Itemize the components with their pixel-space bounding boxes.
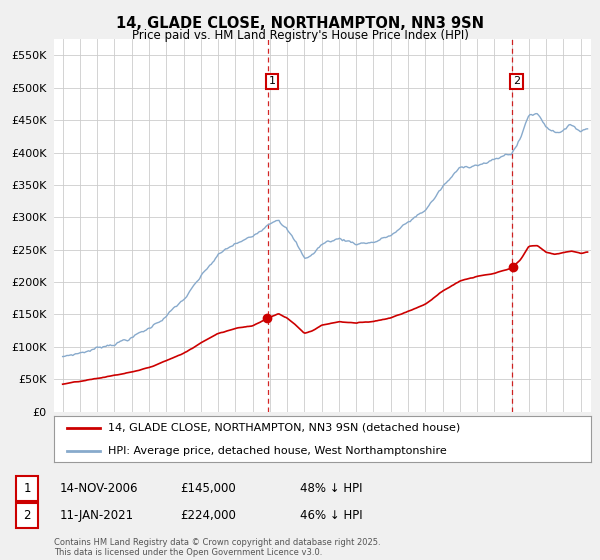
Text: Contains HM Land Registry data © Crown copyright and database right 2025.
This d: Contains HM Land Registry data © Crown c… — [54, 538, 380, 557]
Text: 2: 2 — [23, 508, 31, 522]
Text: Price paid vs. HM Land Registry's House Price Index (HPI): Price paid vs. HM Land Registry's House … — [131, 29, 469, 42]
Text: HPI: Average price, detached house, West Northamptonshire: HPI: Average price, detached house, West… — [108, 446, 446, 455]
Text: 48% ↓ HPI: 48% ↓ HPI — [300, 482, 362, 495]
Text: 2: 2 — [513, 76, 520, 86]
Text: 1: 1 — [23, 482, 31, 495]
Text: £224,000: £224,000 — [180, 508, 236, 522]
Text: 46% ↓ HPI: 46% ↓ HPI — [300, 508, 362, 522]
Text: 14, GLADE CLOSE, NORTHAMPTON, NN3 9SN: 14, GLADE CLOSE, NORTHAMPTON, NN3 9SN — [116, 16, 484, 31]
Text: 14-NOV-2006: 14-NOV-2006 — [60, 482, 139, 495]
Text: £145,000: £145,000 — [180, 482, 236, 495]
Text: 11-JAN-2021: 11-JAN-2021 — [60, 508, 134, 522]
Text: 1: 1 — [268, 76, 275, 86]
Text: 14, GLADE CLOSE, NORTHAMPTON, NN3 9SN (detached house): 14, GLADE CLOSE, NORTHAMPTON, NN3 9SN (d… — [108, 423, 460, 432]
